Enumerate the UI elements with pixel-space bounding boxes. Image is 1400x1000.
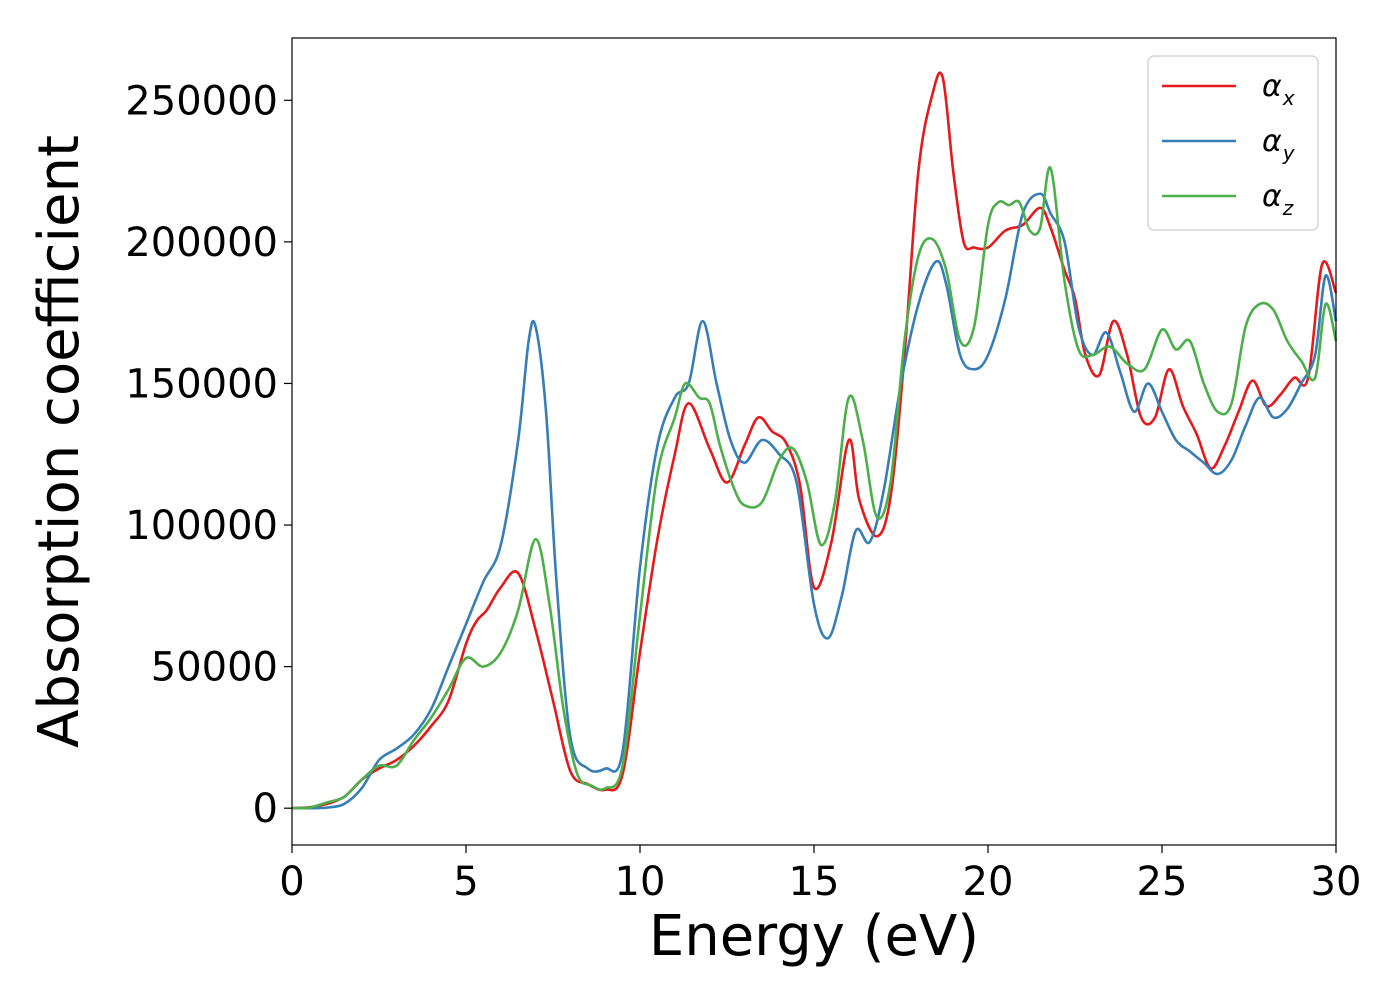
plot-lines (291, 71, 1338, 810)
legend-subscript: z (1282, 196, 1294, 220)
y-tick-label: 100000 (125, 503, 278, 549)
x-tick-label: 5 (453, 859, 478, 905)
series-line-y (291, 192, 1338, 810)
legend-subscript: x (1282, 86, 1295, 110)
series-line-x (291, 71, 1338, 810)
legend-symbol: α (1262, 69, 1282, 104)
x-tick-label: 30 (1311, 859, 1362, 905)
series-line-z (291, 166, 1338, 810)
y-tick-label: 150000 (125, 361, 278, 407)
y-axis-ticks: 0 50000 100000 150000 200000 250000 (125, 78, 292, 832)
x-tick-label: 10 (615, 859, 666, 905)
legend-symbol: α (1262, 124, 1282, 159)
legend-label-x: αx (1262, 69, 1295, 110)
x-tick-label: 25 (1137, 859, 1188, 905)
y-tick-label: 250000 (125, 78, 278, 124)
y-tick-label: 50000 (151, 645, 278, 691)
legend-symbol: α (1262, 179, 1282, 214)
x-tick-label: 20 (963, 859, 1014, 905)
legend-subscript: y (1282, 141, 1296, 165)
y-tick-label: 0 (253, 786, 278, 832)
legend-box (1147, 55, 1319, 231)
y-tick-label: 200000 (125, 220, 278, 266)
x-tick-label: 0 (279, 859, 304, 905)
x-axis-label: Energy (eV) (649, 904, 979, 969)
legend-label-y: αy (1262, 124, 1296, 165)
y-axis-label: Absorption coefficient (27, 135, 92, 748)
legend-label-z: αz (1262, 179, 1294, 220)
x-axis-ticks: 0 5 10 15 20 25 30 (279, 845, 1361, 905)
x-tick-label: 15 (789, 859, 840, 905)
